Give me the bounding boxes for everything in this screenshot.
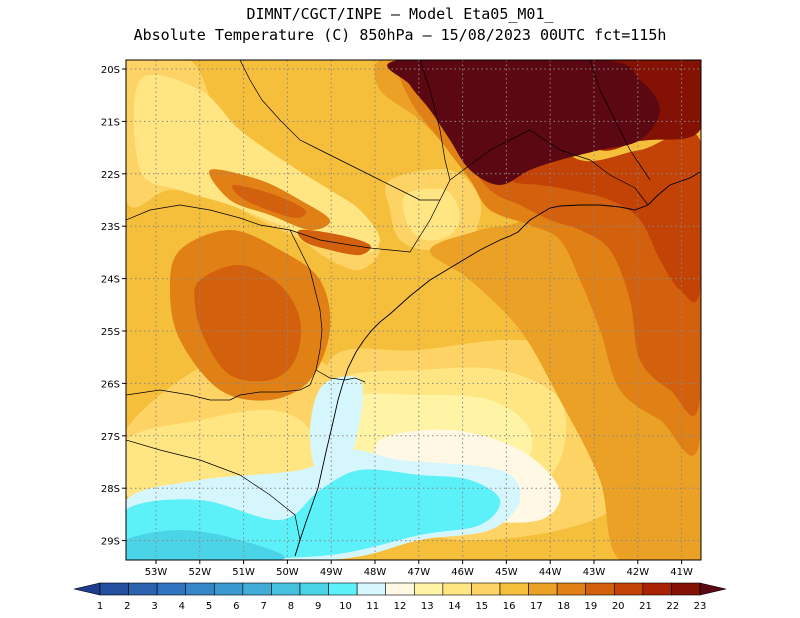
lon-label: 41W — [670, 567, 693, 578]
state-border — [529, 129, 649, 206]
colorbar-swatch — [128, 582, 158, 596]
lat-label: 27S — [101, 432, 120, 443]
lon-label: 46W — [451, 567, 474, 578]
colorbar-label: 13 — [421, 601, 434, 612]
colorbar: 1 2 3 4 5 6 7 8 9 10 11 12 13 14 15 16 17 18 19 20 21 22 23 — [73, 582, 727, 612]
colorbar-swatch — [442, 582, 472, 596]
longitude-axis: 53W 52W 51W 50W 49W 48W 47W 46W 45W 44W 43W 42W 41W — [145, 560, 693, 578]
temperature-region-14 — [374, 60, 701, 560]
colorbar-swatch — [413, 582, 444, 596]
temperature-region-13 — [402, 188, 461, 241]
lon-label: 45W — [495, 567, 518, 578]
colorbar-swatch — [671, 582, 701, 596]
lon-label: 49W — [320, 567, 343, 578]
colorbar-label: 19 — [585, 601, 598, 612]
colorbar-swatch — [328, 582, 358, 596]
colorbar-swatch — [499, 582, 529, 596]
temperature-region-9 — [309, 376, 363, 482]
colorbar-swatch — [613, 582, 644, 596]
colorbar-max-arrow — [699, 582, 727, 596]
colorbar-swatch — [556, 582, 587, 596]
lon-label: 42W — [626, 567, 649, 578]
temperature-region-8 — [126, 530, 285, 560]
colorbar-swatch — [528, 582, 558, 596]
state-border — [126, 204, 371, 249]
colorbar-swatch — [213, 582, 244, 596]
lat-label: 22S — [101, 170, 120, 181]
lon-label: 50W — [276, 567, 299, 578]
colorbar-label: 16 — [503, 601, 516, 612]
lon-label: 52W — [188, 567, 211, 578]
colorbar-swatch — [385, 582, 415, 596]
colorbar-label: 1 — [97, 601, 103, 612]
colorbar-label: 2 — [124, 601, 130, 612]
state-border — [369, 129, 531, 253]
lat-label: 20S — [101, 65, 120, 76]
colorbar-swatch — [185, 582, 215, 596]
colorbar-label: 12 — [394, 601, 407, 612]
state-border — [126, 229, 323, 401]
colorbar-label: 23 — [694, 601, 707, 612]
colorbar-swatch — [242, 582, 272, 596]
state-border — [126, 439, 301, 557]
colorbar-label: 4 — [179, 601, 185, 612]
colorbar-swatch — [99, 582, 129, 596]
lon-label: 44W — [539, 567, 562, 578]
coastline — [294, 171, 701, 557]
lat-label: 29S — [101, 537, 120, 548]
colorbar-label: 10 — [339, 601, 352, 612]
lon-label: 51W — [232, 567, 255, 578]
lat-label: 25S — [101, 327, 120, 338]
colorbar-swatch — [156, 582, 187, 596]
lat-label: 24S — [101, 275, 120, 286]
map-outlines — [126, 60, 701, 557]
lat-label: 26S — [101, 379, 120, 390]
lon-label: 43W — [583, 567, 606, 578]
colorbar-swatch — [471, 582, 501, 596]
colorbar-label: 5 — [206, 601, 212, 612]
colorbar-label: 14 — [448, 601, 461, 612]
map-title-line2: Absolute Temperature (C) 850hPa – 15/08/… — [133, 26, 667, 44]
colorbar-swatch — [642, 582, 672, 596]
colorbar-label: 11 — [366, 601, 379, 612]
lat-label: 28S — [101, 484, 120, 495]
gridlines — [126, 60, 701, 560]
colorbar-label: 22 — [666, 601, 679, 612]
state-border — [239, 60, 440, 201]
colorbar-label: 6 — [233, 601, 239, 612]
colorbar-label: 18 — [557, 601, 570, 612]
colorbar-label: 21 — [639, 601, 652, 612]
lat-label: 23S — [101, 222, 120, 233]
colorbar-label: 9 — [315, 601, 321, 612]
colorbar-swatch — [299, 582, 329, 596]
colorbar-swatch — [356, 582, 387, 596]
state-border — [419, 60, 451, 181]
lon-label: 47W — [407, 567, 430, 578]
colorbar-label: 17 — [530, 601, 543, 612]
colorbar-label: 7 — [260, 601, 266, 612]
lon-label: 53W — [145, 567, 168, 578]
temperature-field-layer — [126, 60, 701, 560]
lon-label: 48W — [364, 567, 387, 578]
colorbar-label: 15 — [475, 601, 488, 612]
map-title-line1: DIMNT/CGCT/INPE – Model Eta05_M01_ — [246, 5, 554, 23]
colorbar-label: 3 — [151, 601, 157, 612]
colorbar-min-arrow — [73, 582, 101, 596]
temperature-region-20 — [387, 60, 660, 185]
state-border — [315, 369, 366, 383]
colorbar-label: 8 — [288, 601, 294, 612]
plot-frame — [125, 59, 702, 561]
temperature-region-22 — [194, 264, 301, 382]
colorbar-swatch — [271, 582, 301, 596]
state-border — [589, 60, 651, 181]
temperature-region-11 — [133, 74, 380, 255]
lat-label: 21S — [101, 117, 120, 128]
colorbar-swatch — [585, 582, 615, 596]
colorbar-label: 20 — [612, 601, 625, 612]
latitude-axis: 20S 21S 22S 23S 24S 25S 26S 27S 28S 29S — [101, 65, 126, 548]
